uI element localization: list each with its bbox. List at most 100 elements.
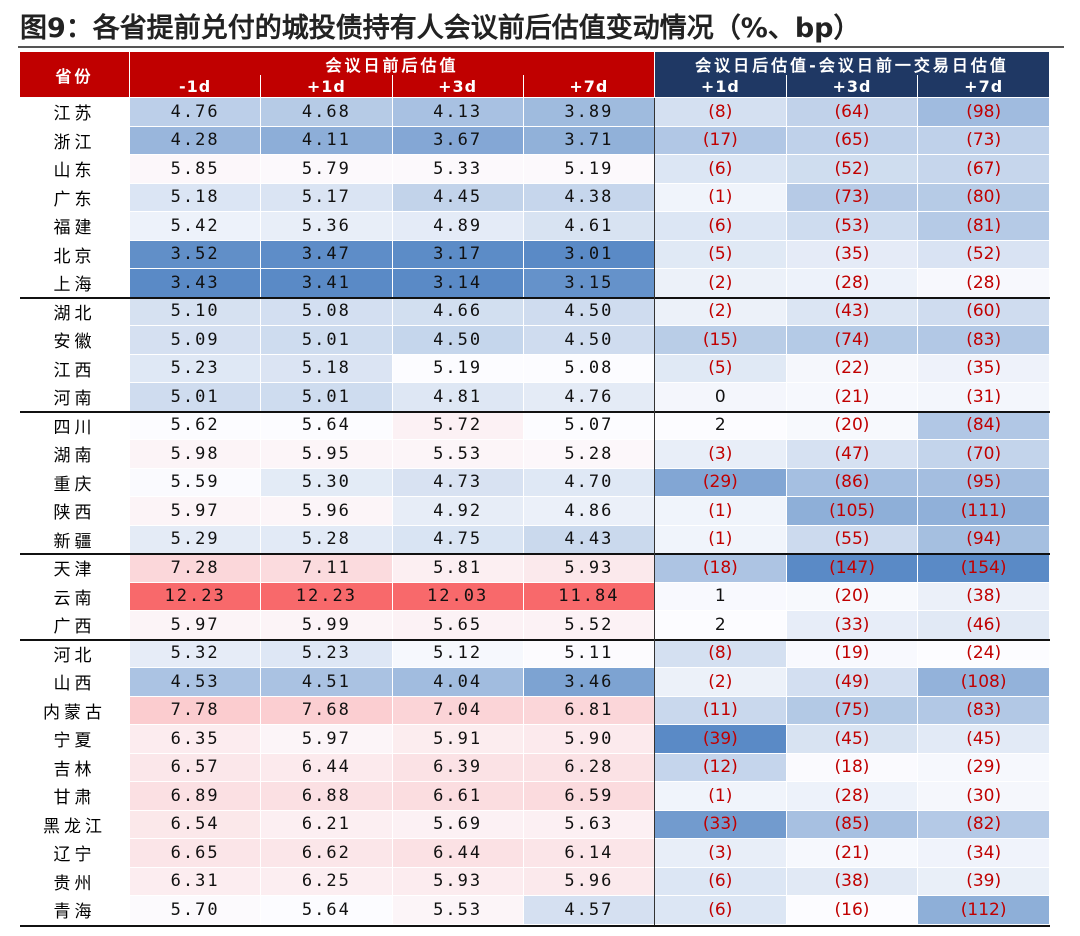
value-cell: 5.33: [392, 155, 524, 184]
value-cell: 6.59: [523, 782, 655, 811]
change-cell: (2): [655, 668, 787, 697]
province: 黑龙江: [20, 810, 130, 839]
value-cell: 5.17: [261, 183, 393, 212]
header-group: 会议日前后估值: [130, 52, 655, 75]
change-cell: 2: [655, 611, 787, 640]
value-cell: 4.50: [523, 297, 655, 326]
value-cell: 6.31: [130, 867, 262, 896]
change-cell: (21): [786, 383, 919, 412]
value-cell: 5.01: [261, 326, 393, 355]
header-cell: 省份: [20, 52, 130, 98]
change-cell: (6): [655, 896, 787, 925]
province: 重庆: [20, 468, 130, 497]
value-cell: 5.64: [261, 411, 393, 440]
change-cell: (24): [918, 639, 1050, 668]
value-cell: 3.01: [523, 240, 655, 269]
value-cell: 5.93: [523, 554, 655, 583]
change-cell: (39): [918, 867, 1050, 896]
change-cell: (105): [786, 497, 919, 526]
change-cell: (98): [918, 98, 1050, 127]
province: 北京: [20, 240, 130, 269]
value-cell: 6.21: [261, 810, 393, 839]
change-cell: (33): [655, 810, 787, 839]
value-cell: 4.61: [523, 212, 655, 241]
change-cell: (5): [655, 240, 787, 269]
change-cell: (53): [786, 212, 919, 241]
value-cell: 5.42: [130, 212, 262, 241]
value-cell: 5.29: [130, 525, 262, 554]
change-cell: (3): [655, 440, 787, 469]
change-cell: (112): [918, 896, 1050, 925]
value-cell: 3.15: [523, 269, 655, 298]
value-cell: 5.79: [261, 155, 393, 184]
change-cell: (12): [655, 753, 787, 782]
value-cell: 5.52: [523, 611, 655, 640]
province: 吉林: [20, 753, 130, 782]
change-cell: (18): [786, 753, 919, 782]
value-cell: 3.41: [261, 269, 393, 298]
value-cell: 4.43: [523, 525, 655, 554]
change-cell: (29): [655, 468, 787, 497]
title: 图9：各省提前兑付的城投债持有人会议前后估值变动情况（%、bp）: [20, 13, 861, 44]
change-cell: (52): [918, 240, 1050, 269]
change-cell: (17): [655, 126, 787, 155]
change-cell: (81): [918, 212, 1050, 241]
change-cell: (28): [918, 269, 1050, 298]
change-cell: (8): [655, 639, 787, 668]
province: 四川: [20, 411, 130, 440]
change-cell: 2: [655, 411, 787, 440]
province: 陕西: [20, 497, 130, 526]
value-cell: 5.70: [130, 896, 262, 925]
province: 内蒙古: [20, 696, 130, 725]
value-cell: 4.50: [523, 326, 655, 355]
change-cell: (83): [918, 326, 1050, 355]
value-cell: 5.90: [523, 725, 655, 754]
value-cell: 5.32: [130, 639, 262, 668]
change-cell: 0: [655, 383, 787, 412]
change-cell: (31): [918, 383, 1050, 412]
value-cell: 3.71: [523, 126, 655, 155]
change-cell: (75): [786, 696, 919, 725]
value-cell: 4.75: [392, 525, 524, 554]
change-cell: (16): [786, 896, 919, 925]
province: 福建: [20, 212, 130, 241]
change-cell: (83): [918, 696, 1050, 725]
value-cell: 5.98: [130, 440, 262, 469]
change-cell: (33): [786, 611, 919, 640]
change-cell: (5): [655, 354, 787, 383]
value-cell: 4.73: [392, 468, 524, 497]
group-separator: [20, 410, 1050, 413]
value-cell: 5.99: [261, 611, 393, 640]
value-cell: 6.44: [261, 753, 393, 782]
change-cell: (28): [786, 269, 919, 298]
province: 河南: [20, 383, 130, 412]
change-cell: (65): [786, 126, 919, 155]
value-cell: 5.19: [392, 354, 524, 383]
value-cell: 7.28: [130, 554, 262, 583]
header-group: 会议日后估值-会议日前一交易日估值: [655, 52, 1050, 75]
value-cell: 5.69: [392, 810, 524, 839]
change-cell: (2): [655, 269, 787, 298]
value-cell: 5.18: [130, 183, 262, 212]
value-cell: 3.14: [392, 269, 524, 298]
value-cell: 5.65: [392, 611, 524, 640]
value-cell: 5.23: [130, 354, 262, 383]
province: 安徽: [20, 326, 130, 355]
change-cell: (38): [786, 867, 919, 896]
value-cell: 4.81: [392, 383, 524, 412]
change-cell: (29): [918, 753, 1050, 782]
value-cell: 4.68: [261, 98, 393, 127]
value-cell: 4.57: [523, 896, 655, 925]
value-cell: 4.04: [392, 668, 524, 697]
change-cell: (67): [918, 155, 1050, 184]
change-cell: (86): [786, 468, 919, 497]
title-rule: [18, 46, 1064, 48]
change-cell: (18): [655, 554, 787, 583]
change-cell: (22): [786, 354, 919, 383]
change-cell: (1): [655, 782, 787, 811]
header-cell: +3d: [392, 75, 524, 98]
value-cell: 5.91: [392, 725, 524, 754]
value-cell: 4.13: [392, 98, 524, 127]
value-cell: 4.11: [261, 126, 393, 155]
value-cell: 6.57: [130, 753, 262, 782]
